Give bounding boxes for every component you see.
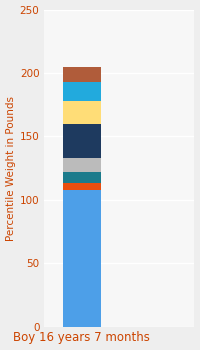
Bar: [63, 66, 101, 82]
Bar: [63, 158, 101, 172]
Bar: [63, 172, 101, 183]
Bar: [63, 101, 101, 124]
Bar: [63, 82, 101, 101]
Bar: [63, 190, 101, 327]
Bar: [63, 124, 101, 158]
Y-axis label: Percentile Weight in Pounds: Percentile Weight in Pounds: [6, 96, 16, 240]
Bar: [63, 183, 101, 190]
